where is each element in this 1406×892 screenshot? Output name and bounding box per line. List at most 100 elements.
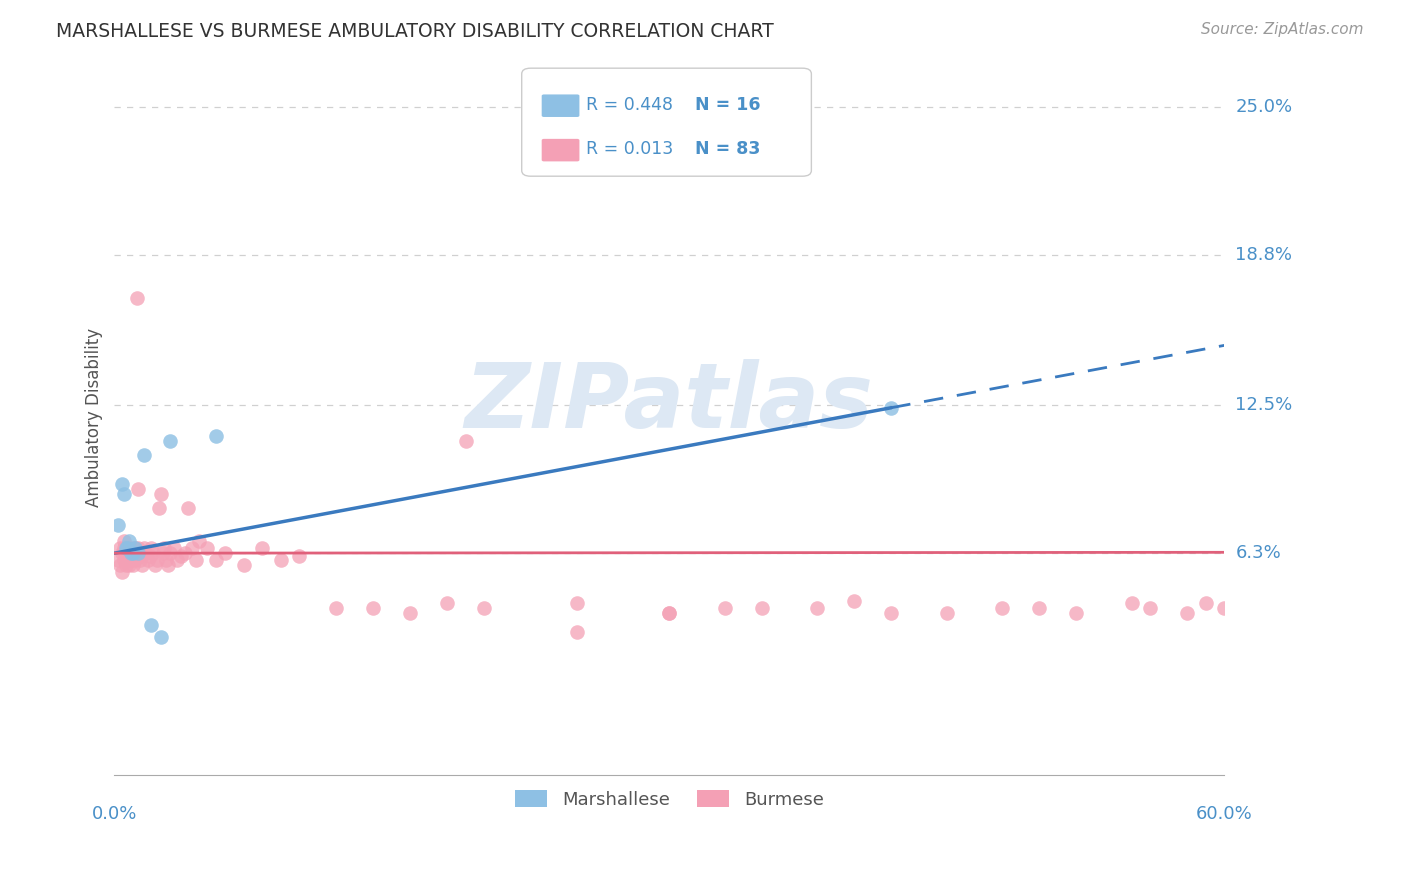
Point — [131, 558, 153, 573]
Point — [122, 549, 145, 563]
Point — [1064, 606, 1087, 620]
Point — [205, 553, 228, 567]
Point — [1121, 596, 1143, 610]
Point — [124, 553, 146, 567]
Point — [751, 601, 773, 615]
Point — [117, 541, 139, 556]
Text: R = 0.448: R = 0.448 — [586, 95, 673, 114]
Point — [806, 601, 828, 615]
Point — [714, 601, 737, 615]
Point — [472, 601, 495, 615]
Point — [166, 553, 188, 567]
Point — [143, 558, 166, 573]
Point — [118, 549, 141, 563]
Point — [117, 541, 139, 556]
Point — [111, 566, 134, 580]
Text: N = 83: N = 83 — [695, 140, 761, 158]
Point — [152, 546, 174, 560]
Point — [118, 546, 141, 560]
Point — [214, 546, 236, 560]
Text: 0.0%: 0.0% — [91, 805, 138, 823]
Point — [184, 553, 207, 567]
Point — [155, 553, 177, 567]
Point — [114, 546, 136, 560]
Point — [120, 553, 142, 567]
Point — [170, 549, 193, 563]
Point — [188, 534, 211, 549]
Point — [118, 534, 141, 549]
Point — [124, 541, 146, 556]
Text: R = 0.013: R = 0.013 — [586, 140, 673, 158]
Point — [129, 553, 152, 567]
Point — [565, 624, 588, 639]
Point — [252, 541, 274, 556]
Point — [132, 541, 155, 556]
Point — [162, 541, 184, 556]
Point — [1232, 606, 1254, 620]
Y-axis label: Ambulatory Disability: Ambulatory Disability — [86, 327, 103, 507]
Point — [195, 541, 218, 556]
Point — [658, 606, 681, 620]
Text: N = 16: N = 16 — [695, 95, 761, 114]
Point — [108, 541, 131, 556]
Point — [114, 541, 136, 556]
Point — [205, 429, 228, 443]
Point — [1028, 601, 1050, 615]
Text: ZIPatlas: ZIPatlas — [465, 359, 873, 447]
Point — [1195, 596, 1218, 610]
Text: Source: ZipAtlas.com: Source: ZipAtlas.com — [1201, 22, 1364, 37]
Point — [454, 434, 477, 449]
Point — [141, 617, 163, 632]
Point — [118, 558, 141, 573]
Point — [159, 434, 181, 449]
Point — [138, 549, 160, 563]
Point — [159, 546, 181, 560]
Point — [107, 517, 129, 532]
Point — [436, 596, 458, 610]
Point — [149, 486, 172, 500]
Point — [991, 601, 1014, 615]
Point — [325, 601, 347, 615]
Point — [141, 541, 163, 556]
Point — [122, 558, 145, 573]
Point — [1139, 601, 1161, 615]
Point — [181, 541, 204, 556]
Point — [363, 601, 385, 615]
Point — [111, 477, 134, 491]
Point — [1213, 601, 1236, 615]
Point — [112, 553, 135, 567]
Point — [177, 500, 200, 515]
Point — [880, 606, 903, 620]
Text: 6.3%: 6.3% — [1236, 544, 1281, 562]
Text: 18.8%: 18.8% — [1236, 246, 1292, 264]
Point — [122, 546, 145, 560]
Point — [120, 541, 142, 556]
Point — [173, 546, 195, 560]
Point — [935, 606, 957, 620]
Point — [120, 546, 142, 560]
Point — [157, 558, 180, 573]
Point — [127, 482, 149, 496]
Point — [132, 449, 155, 463]
Point — [880, 401, 903, 415]
Point — [288, 549, 311, 563]
Point — [114, 558, 136, 573]
FancyBboxPatch shape — [541, 95, 579, 117]
FancyBboxPatch shape — [522, 68, 811, 177]
Text: MARSHALLESE VS BURMESE AMBULATORY DISABILITY CORRELATION CHART: MARSHALLESE VS BURMESE AMBULATORY DISABI… — [56, 22, 773, 41]
Point — [112, 541, 135, 556]
Text: 12.5%: 12.5% — [1236, 396, 1292, 415]
Point — [117, 553, 139, 567]
Point — [148, 500, 170, 515]
Point — [127, 546, 149, 560]
Text: 60.0%: 60.0% — [1197, 805, 1253, 823]
Point — [127, 541, 149, 556]
Point — [658, 606, 681, 620]
Point — [1175, 606, 1198, 620]
Point — [135, 546, 157, 560]
Point — [149, 630, 172, 644]
Point — [232, 558, 254, 573]
Point — [108, 558, 131, 573]
Point — [270, 553, 292, 567]
FancyBboxPatch shape — [541, 139, 579, 161]
